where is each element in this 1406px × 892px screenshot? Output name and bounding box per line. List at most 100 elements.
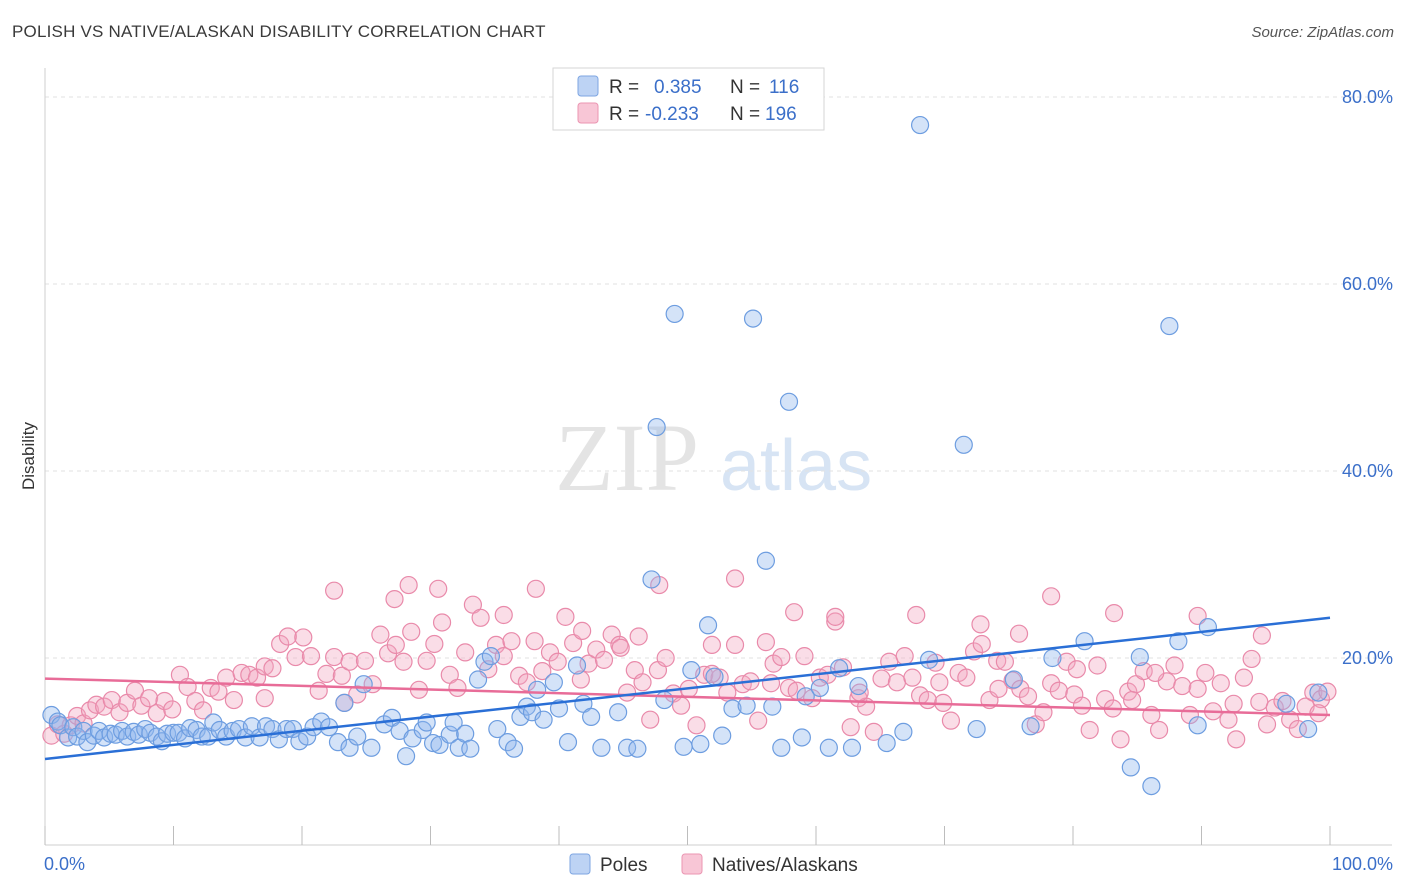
point-natives-33 [286,647,305,667]
point-poles-107 [810,678,829,698]
legend-n-value-poles: 116 [769,77,799,98]
point-natives-20 [186,691,205,711]
watermark-zip: ZIP [555,404,699,511]
point-poles-104 [779,392,799,411]
point-natives-133 [1057,652,1076,671]
legend-swatch-poles [577,75,599,97]
point-natives-55 [456,643,475,662]
point-poles-60 [423,733,443,753]
point-natives-143 [1134,661,1153,681]
point-poles-123 [1130,647,1149,667]
point-natives-175 [971,615,990,634]
legend-top: R = 0.385 N = 116 R = -0.233 N = 196 [552,67,825,131]
point-natives-151 [1196,663,1215,683]
trend-lines [44,616,1331,761]
point-natives-125 [995,652,1014,671]
point-natives-168 [325,581,344,600]
point-natives-21 [193,701,213,720]
point-poles-115 [919,650,939,669]
point-poles-102 [763,697,782,716]
point-poles-89 [647,417,666,437]
point-poles-98 [723,699,742,718]
point-natives-68 [556,607,575,626]
point-natives-79 [641,710,660,729]
point-poles-30 [210,720,229,740]
point-natives-154 [1219,710,1238,729]
point-poles-122 [1121,758,1140,777]
point-poles-92 [674,737,693,756]
point-natives-71 [579,654,598,673]
point-poles-56 [396,747,416,766]
point-natives-159 [1257,715,1277,734]
point-natives-185 [702,664,722,683]
point-poles-7 [78,733,97,752]
point-natives-137 [1088,656,1107,675]
axes [44,68,1392,846]
point-poles-84 [592,738,611,757]
point-poles-99 [737,696,756,715]
point-natives-163 [1288,719,1307,739]
point-poles-130 [1299,719,1318,739]
point-natives-44 [371,625,390,644]
point-poles-83 [582,707,601,727]
watermark-atlas: atlas [720,426,872,506]
series-poles [42,115,1328,796]
x-tick-label-0: 0.0% [44,854,85,874]
point-natives-135 [1072,696,1092,715]
point-natives-186 [761,674,781,693]
point-poles-67 [468,670,488,689]
point-natives-178 [1188,606,1207,626]
point-poles-78 [544,673,563,692]
point-natives-105 [841,718,860,737]
point-poles-109 [830,659,849,678]
point-poles-129 [1277,694,1296,713]
point-natives-199 [1123,690,1142,710]
point-natives-195 [429,579,448,598]
point-poles-81 [567,656,587,675]
point-poles-0 [42,705,61,725]
point-natives-72 [587,640,606,659]
point-poles-127 [1188,716,1207,735]
point-poles-48 [335,693,354,712]
point-natives-73 [594,650,614,669]
point-poles-113 [894,722,913,741]
point-poles-79 [549,699,569,718]
legend-swatch-natives [577,102,599,124]
point-natives-155 [1227,730,1246,749]
point-poles-72 [504,739,524,758]
point-natives-156 [1234,668,1254,687]
point-poles-131 [1309,683,1328,702]
point-natives-179 [1252,626,1271,645]
point-natives-173 [785,603,804,622]
point-natives-176 [1042,587,1061,606]
point-natives-36 [309,681,328,700]
point-natives-34 [294,628,313,647]
legend-n-label-poles: N = [730,77,760,98]
point-poles-91 [665,304,684,324]
legend-n-value-natives: 196 [765,104,797,125]
point-natives-51 [425,634,444,654]
point-poles-124 [1142,776,1161,796]
point-natives-81 [656,648,675,668]
point-poles-101 [756,551,775,570]
point-poles-116 [954,435,973,454]
point-poles-76 [528,680,547,699]
point-poles-100 [743,309,763,328]
point-natives-193 [1309,704,1328,723]
point-natives-69 [564,633,583,653]
point-poles-117 [967,719,986,739]
point-natives-196 [611,638,630,657]
point-natives-136 [1080,720,1099,740]
point-natives-48 [402,622,421,641]
point-natives-124 [988,651,1007,670]
point-natives-132 [1049,681,1068,700]
point-poles-120 [1043,648,1062,668]
legend-bottom-label-natives: Natives/Alaskans [712,855,858,876]
point-natives-192 [1224,694,1243,713]
point-poles-47 [328,733,348,752]
y-axis-label: Disability [19,421,38,490]
point-poles-108 [819,738,838,757]
trend-line-poles [44,616,1331,761]
point-poles-112 [877,733,896,753]
point-poles-114 [910,115,930,135]
